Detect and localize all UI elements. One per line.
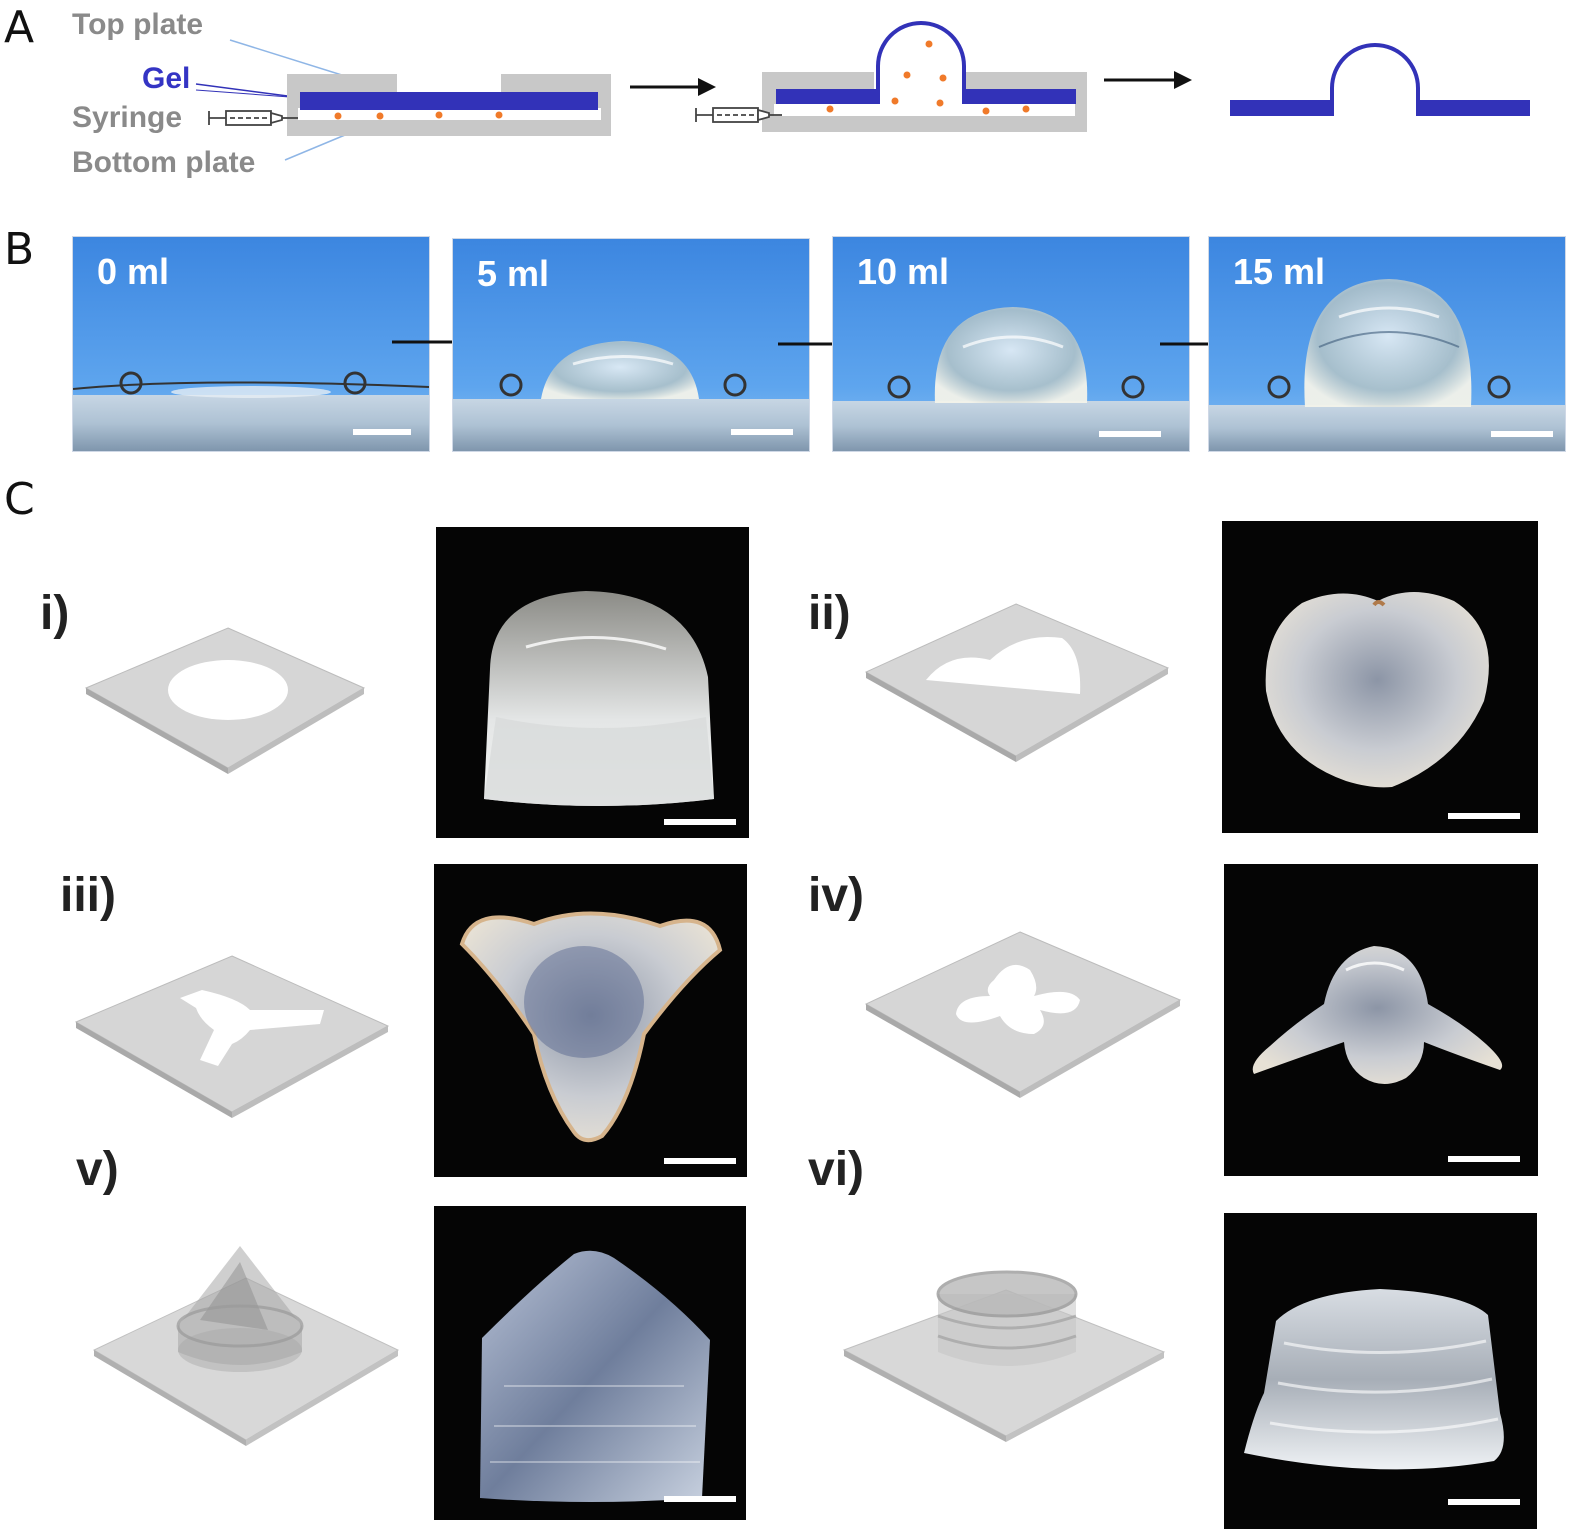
photo-5ml: 5 ml — [452, 238, 810, 452]
bottom-plate-label: Bottom plate — [72, 146, 256, 179]
syringe-icon-1 — [208, 110, 298, 126]
mold-cylinder — [842, 1270, 1166, 1442]
gel-final-shape — [1230, 43, 1530, 116]
item-label-iv: iv) — [808, 869, 865, 922]
volume-label: 10 ml — [857, 251, 950, 292]
mold-circle — [84, 627, 366, 774]
photo-10ml: 10 ml — [832, 236, 1190, 452]
scale-bar — [1448, 813, 1520, 819]
item-label-ii: ii) — [808, 587, 851, 640]
syringe-label: Syringe — [72, 101, 183, 134]
mold-heart — [864, 603, 1170, 762]
item-label-i: i) — [40, 587, 70, 640]
mold-cone — [92, 1246, 400, 1446]
scale-bar — [664, 819, 736, 825]
volume-label: 0 ml — [97, 251, 170, 292]
scale-bar — [664, 1496, 736, 1502]
photo-dome-cylinder — [436, 527, 749, 838]
mold-cross — [864, 931, 1182, 1098]
panel-b-letter: B — [4, 224, 35, 275]
gel-label: Gel — [142, 62, 191, 95]
panel-c-letter: C — [4, 474, 35, 525]
top-plate-label: Top plate — [72, 8, 204, 41]
mold-tripod — [74, 955, 390, 1118]
item-label-v: v) — [76, 1143, 119, 1196]
scale-bar — [353, 429, 411, 435]
scale-bar — [1099, 431, 1161, 437]
syringe-icon-2 — [695, 107, 782, 123]
scale-bar — [731, 429, 793, 435]
photo-cylinder — [1224, 1213, 1537, 1529]
mold-diagrams — [74, 603, 1182, 1446]
item-label-vi: vi) — [808, 1143, 865, 1196]
scale-bar — [664, 1158, 736, 1164]
arrow-a-2 — [1104, 71, 1192, 89]
scale-bar — [1448, 1156, 1520, 1162]
panel-a-letter: A — [4, 2, 35, 53]
photo-heart — [1222, 521, 1538, 833]
mold-stage-1 — [287, 74, 611, 136]
mold-stage-2 — [762, 21, 1087, 132]
photo-cone — [434, 1206, 746, 1520]
scale-bar — [1491, 431, 1553, 437]
photo-tripod — [434, 864, 747, 1177]
volume-label: 5 ml — [477, 253, 550, 294]
photo-0ml: 0 ml — [72, 236, 430, 452]
volume-label: 15 ml — [1233, 251, 1326, 292]
photo-15ml: 15 ml — [1208, 236, 1566, 452]
item-label-iii: iii) — [60, 869, 116, 922]
arrow-a-1 — [630, 78, 716, 96]
panel-a-schematic — [195, 21, 1530, 161]
photo-cross — [1224, 864, 1538, 1176]
scale-bar — [1448, 1499, 1520, 1505]
